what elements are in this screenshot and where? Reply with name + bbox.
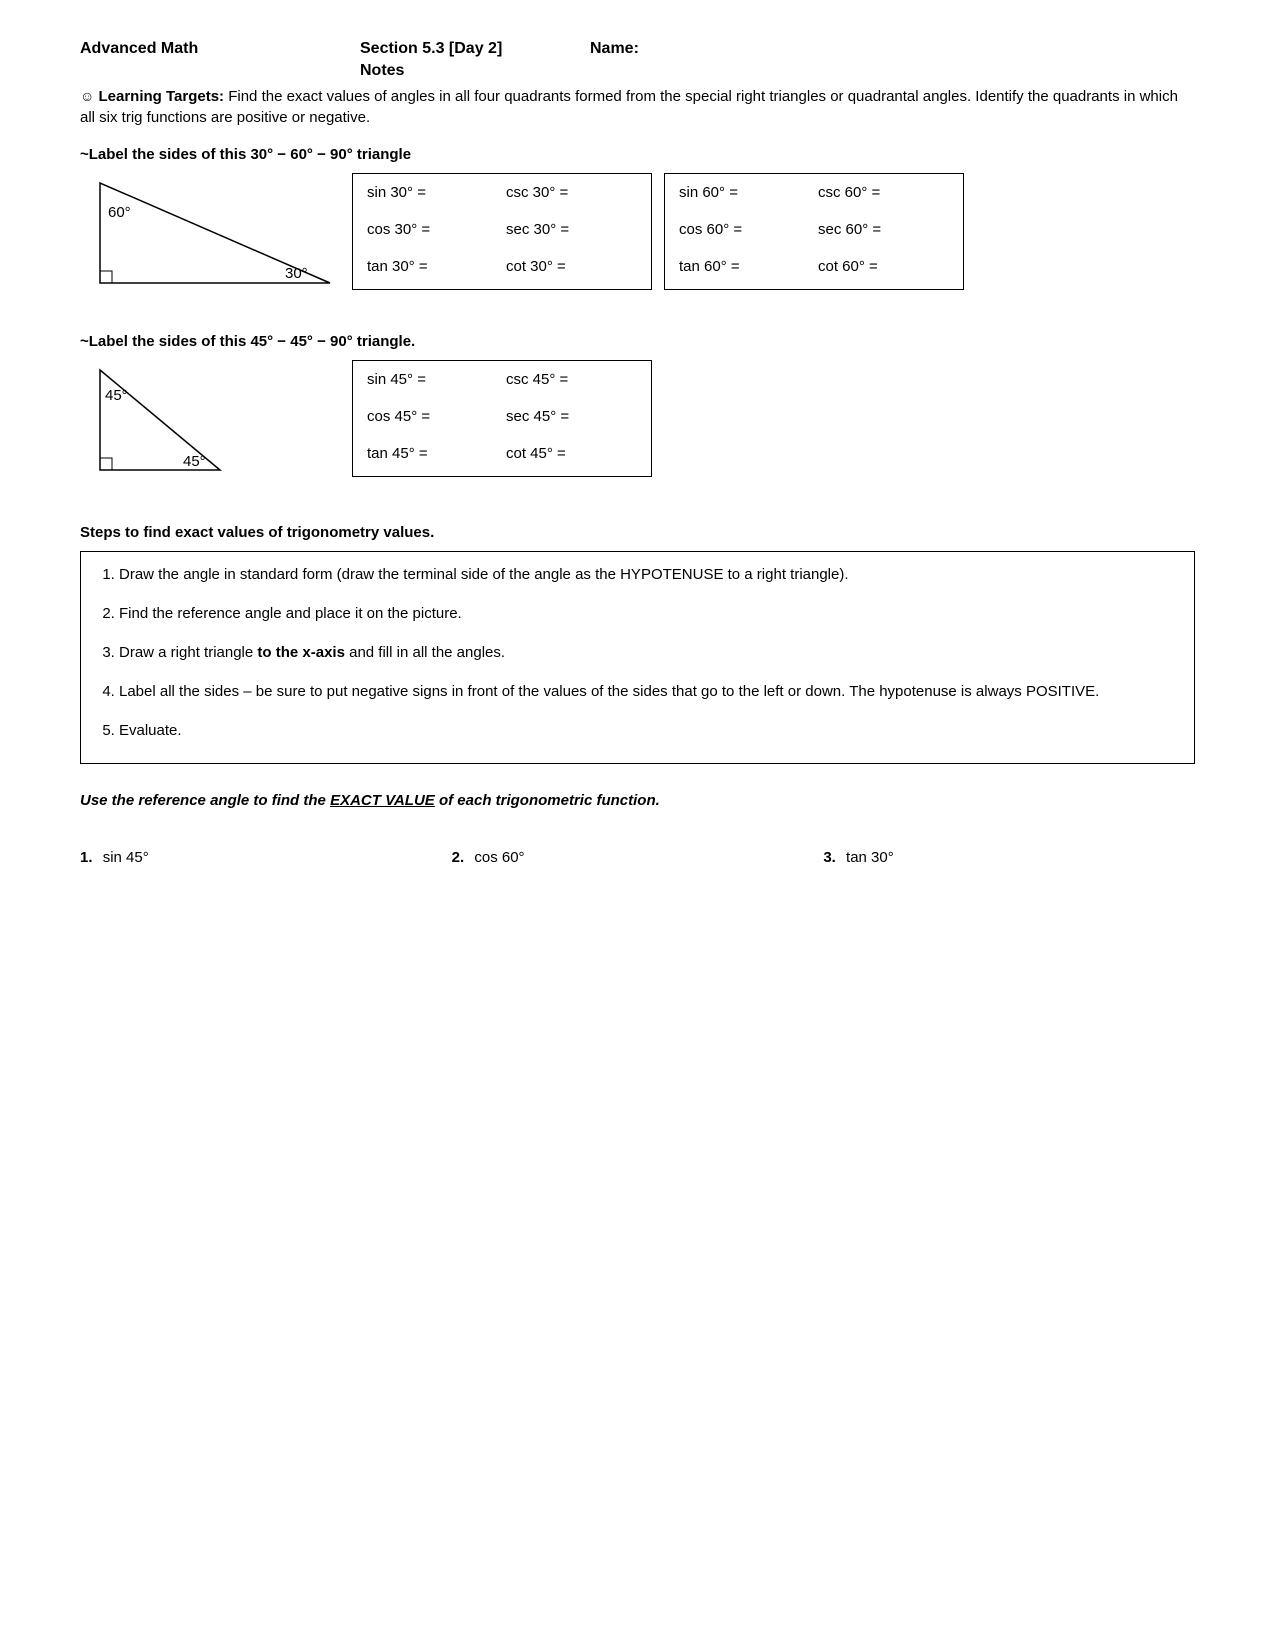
instruction-post: of each trigonometric function. <box>435 792 660 809</box>
trig-cell: cot 60° = <box>818 258 949 275</box>
triangle-306090-figure: 60° 30° <box>80 173 340 303</box>
problem-expr: cos 60° <box>474 849 524 866</box>
problem-number: 3. <box>823 849 836 866</box>
problem-expr: tan 30° <box>846 849 894 866</box>
trig-cell: cot 30° = <box>506 258 637 275</box>
course-title: Advanced Math <box>80 40 360 58</box>
learning-targets-text: Find the exact values of angles in all f… <box>80 88 1178 126</box>
trig-cell: tan 45° = <box>367 445 498 462</box>
section-title: Section 5.3 [Day 2] <box>360 40 590 58</box>
trig-cell: cos 45° = <box>367 408 498 425</box>
header-row: Advanced Math Section 5.3 [Day 2] Name: <box>80 40 1195 58</box>
triangle-454590-svg: 45° 45° <box>80 360 280 490</box>
trig-cell: sin 45° = <box>367 371 498 388</box>
angle-45-right-label: 45° <box>183 453 206 470</box>
step-item: Draw a right triangle to the x-axis and … <box>119 642 1176 663</box>
instruction-line: Use the reference angle to find the EXAC… <box>80 792 1195 809</box>
problem-1: 1. sin 45° <box>80 849 452 866</box>
problem-number: 2. <box>452 849 465 866</box>
row-454590: 45° 45° sin 45° = csc 45° = cos 45° = se… <box>80 360 1195 490</box>
trig-cell: sec 45° = <box>506 408 637 425</box>
learning-targets: ☺ Learning Targets: Find the exact value… <box>80 86 1195 128</box>
trig-cell: sin 60° = <box>679 184 810 201</box>
problem-3: 3. tan 30° <box>823 849 1195 866</box>
trig-cell: cot 45° = <box>506 445 637 462</box>
notes-label: Notes <box>360 62 1195 80</box>
angle-45-top-label: 45° <box>105 387 128 404</box>
instruction-emph: EXACT VALUE <box>330 792 435 809</box>
triangle-306090-title: ~Label the sides of this 30° − 60° − 90°… <box>80 146 1195 163</box>
angle-30-label: 30° <box>285 265 308 282</box>
trig-cell: sin 30° = <box>367 184 498 201</box>
trig-cell: tan 60° = <box>679 258 810 275</box>
trig-cell: sec 60° = <box>818 221 949 238</box>
problem-2: 2. cos 60° <box>452 849 824 866</box>
instruction-pre: Use the reference angle to find the <box>80 792 330 809</box>
step-item: Find the reference angle and place it on… <box>119 603 1176 624</box>
problem-expr: sin 45° <box>103 849 149 866</box>
learning-targets-label: Learning Targets: <box>98 88 224 105</box>
trig-box-45: sin 45° = csc 45° = cos 45° = sec 45° = … <box>352 360 652 477</box>
triangle-306090-svg: 60° 30° <box>80 173 340 303</box>
row-306090: 60° 30° sin 30° = csc 30° = cos 30° = se… <box>80 173 1195 303</box>
problems-row: 1. sin 45° 2. cos 60° 3. tan 30° <box>80 849 1195 866</box>
triangle-454590-figure: 45° 45° <box>80 360 340 490</box>
problem-number: 1. <box>80 849 93 866</box>
trig-cell: csc 45° = <box>506 371 637 388</box>
trig-cell: cos 30° = <box>367 221 498 238</box>
triangle-454590-title: ~Label the sides of this 45° − 45° − 90°… <box>80 333 1195 350</box>
trig-box-60: sin 60° = csc 60° = cos 60° = sec 60° = … <box>664 173 964 290</box>
trig-cell: tan 30° = <box>367 258 498 275</box>
trig-cell: csc 60° = <box>818 184 949 201</box>
step-item: Label all the sides – be sure to put neg… <box>119 681 1176 702</box>
trig-cell: cos 60° = <box>679 221 810 238</box>
steps-title: Steps to find exact values of trigonomet… <box>80 524 1195 541</box>
trig-box-30: sin 30° = csc 30° = cos 30° = sec 30° = … <box>352 173 652 290</box>
smile-icon: ☺ <box>80 88 94 104</box>
steps-box: Draw the angle in standard form (draw th… <box>80 551 1195 764</box>
trig-cell: sec 30° = <box>506 221 637 238</box>
trig-cell: csc 30° = <box>506 184 637 201</box>
step-item: Evaluate. <box>119 720 1176 741</box>
steps-list: Draw the angle in standard form (draw th… <box>99 564 1176 741</box>
step-item: Draw the angle in standard form (draw th… <box>119 564 1176 585</box>
worksheet-page: Advanced Math Section 5.3 [Day 2] Name: … <box>0 0 1275 906</box>
angle-60-label: 60° <box>108 204 131 221</box>
name-label: Name: <box>590 40 639 58</box>
